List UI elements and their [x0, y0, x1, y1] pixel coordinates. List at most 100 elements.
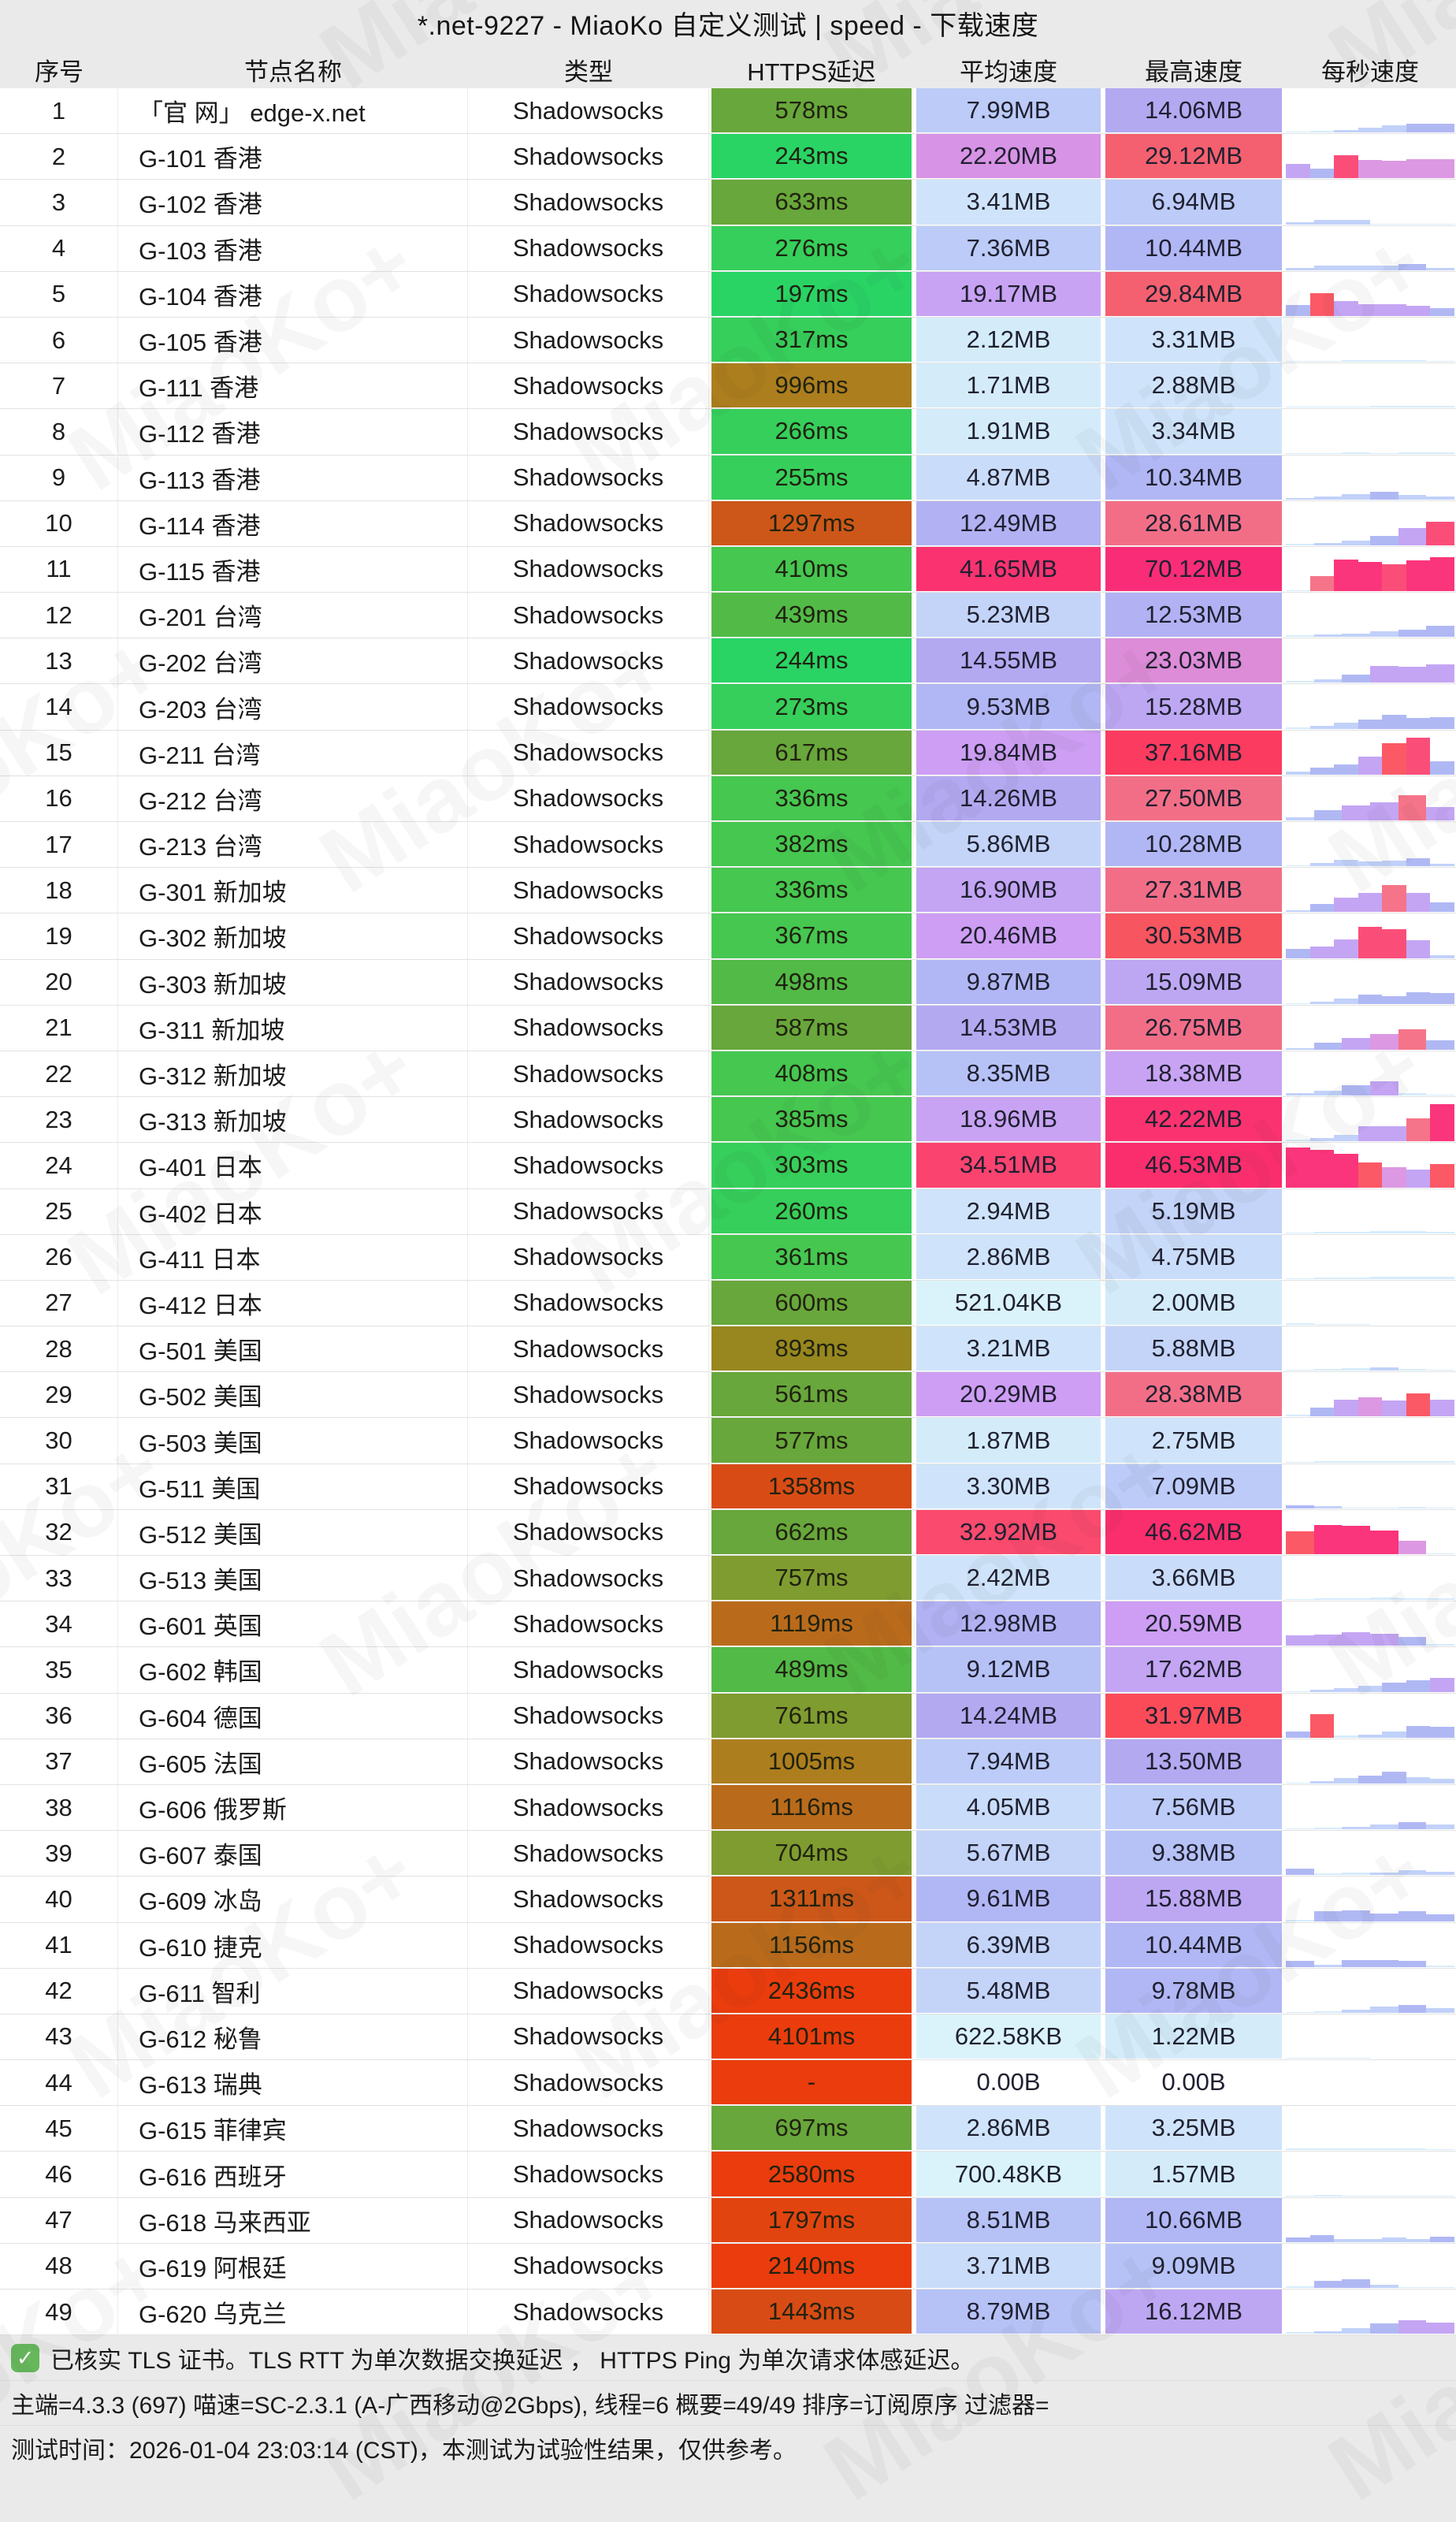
node-type: Shadowsocks [468, 134, 709, 180]
max-speed-cell-badge: 5.88MB [1105, 1326, 1282, 1371]
node-name: 「官 网」 edge-x.net [118, 88, 468, 134]
https-latency-cell-badge: 561ms [711, 1372, 912, 1417]
max-speed-cell-badge: 6.94MB [1105, 180, 1282, 225]
sparkline-bar [1406, 717, 1431, 729]
sparkline-bar [1358, 562, 1383, 592]
node-type: Shadowsocks [468, 500, 709, 546]
node-type: Shadowsocks [468, 593, 709, 638]
sparkline-bar [1358, 1734, 1383, 1738]
https-latency-cell-badge: 1443ms [711, 2290, 912, 2334]
sparkline-bar [1286, 771, 1310, 775]
node-type: Shadowsocks [468, 363, 709, 409]
https-latency-cell: 577ms [709, 1418, 914, 1463]
avg-speed-cell: 1.87MB [914, 1418, 1103, 1463]
sparkline-bars [1286, 1282, 1454, 1326]
sparkline-bar [1286, 1461, 1314, 1463]
table-row: 12 G-201 台湾 Shadowsocks 439ms 5.23MB 12.53MB [0, 593, 1456, 639]
sparkline-bar [1309, 904, 1335, 913]
row-index: 9 [0, 455, 118, 500]
node-name: G-101 香港 [118, 134, 468, 180]
avg-speed-cell-badge: 7.36MB [916, 225, 1101, 270]
table-row: 44 G-613 瑞典 Shadowsocks - 0.00B 0.00B [0, 2060, 1456, 2107]
node-type: Shadowsocks [468, 1097, 709, 1143]
max-speed-cell-badge: 10.34MB [1105, 455, 1282, 500]
sparkline-bar [1430, 1163, 1455, 1188]
avg-speed-cell-badge: 4.05MB [916, 1784, 1101, 1830]
sparkline-bar [1430, 557, 1455, 592]
https-latency-cell: 1297ms [709, 500, 914, 546]
avg-speed-cell-badge: 2.42MB [916, 1556, 1101, 1601]
sparkline-bar [1286, 267, 1314, 270]
sparkline-bar [1370, 1873, 1398, 1876]
avg-speed-cell-badge: 22.20MB [916, 134, 1101, 179]
max-speed-cell-badge: 2.00MB [1105, 1280, 1282, 1326]
speed-sparkline [1284, 1785, 1456, 1830]
max-speed-cell: 27.50MB [1103, 776, 1284, 821]
node-name: G-302 新加坡 [118, 913, 468, 959]
avg-speed-cell: 22.20MB [914, 134, 1103, 179]
https-latency-cell-badge: 410ms [711, 546, 912, 592]
sparkline-bars [1286, 962, 1455, 1004]
avg-speed-cell: 7.94MB [914, 1739, 1103, 1784]
sparkline-bar [1342, 1277, 1371, 1279]
node-name: G-111 香港 [118, 363, 468, 409]
node-type: Shadowsocks [468, 1601, 709, 1647]
sparkline-bar [1334, 300, 1358, 316]
col-header-max-speed: 最高速度 [1145, 58, 1242, 86]
sparkline-bar [1406, 1679, 1431, 1692]
avg-speed-cell-badge: 3.41MB [916, 180, 1101, 225]
https-latency-cell-badge: 385ms [711, 1097, 912, 1142]
speed-sparkline [1284, 1877, 1456, 1921]
row-index: 29 [0, 1372, 118, 1418]
sparkline-bar [1309, 1780, 1335, 1784]
sparkline-bar [1406, 991, 1431, 1004]
sparkline-bar [1342, 1598, 1371, 1601]
max-speed-cell: 17.62MB [1103, 1647, 1284, 1692]
node-name: G-113 香港 [118, 455, 468, 500]
max-speed-cell-badge: 30.53MB [1105, 913, 1282, 958]
https-latency-cell: 578ms [709, 88, 914, 133]
https-latency-cell: 2436ms [709, 1968, 914, 2014]
speed-sparkline [1284, 1831, 1456, 1876]
row-index: 26 [0, 1234, 118, 1280]
sparkline-bars [1286, 1832, 1455, 1876]
sparkline-bar [1370, 1081, 1398, 1096]
node-name: G-211 台湾 [118, 730, 468, 776]
speed-sparkline [1284, 1601, 1456, 1646]
max-speed-cell: 46.62MB [1103, 1509, 1284, 1555]
max-speed-cell-badge: 17.62MB [1105, 1647, 1282, 1692]
max-speed-cell: 0.00B [1103, 2060, 1284, 2105]
sparkline-bar [1382, 564, 1406, 592]
table-row: 2 G-101 香港 Shadowsocks 243ms 22.20MB 29.12MB [0, 134, 1456, 180]
avg-speed-cell: 8.79MB [914, 2290, 1103, 2334]
sparkline-bar [1342, 634, 1371, 638]
table-row: 36 G-604 德国 Shadowsocks 761ms 14.24MB 31.97MB [0, 1693, 1456, 1739]
speed-sparkline [1284, 731, 1456, 776]
https-latency-cell: 385ms [709, 1097, 914, 1142]
table-row: 24 G-401 日本 Shadowsocks 303ms 34.51MB 46.53MB [0, 1143, 1456, 1189]
sparkline-bar [1398, 667, 1427, 683]
max-speed-cell-badge: 13.50MB [1105, 1739, 1282, 1784]
sparkline-bar [1313, 679, 1343, 683]
table-row: 18 G-301 新加坡 Shadowsocks 336ms 16.90MB 27.31M… [0, 868, 1456, 914]
avg-speed-cell: 622.58KB [914, 2014, 1103, 2059]
max-speed-cell-badge: 5.19MB [1105, 1188, 1282, 1233]
max-speed-cell-badge: 42.22MB [1105, 1097, 1282, 1142]
sparkline-bars [1286, 869, 1455, 913]
sparkline-bar [1342, 1231, 1371, 1233]
col-header-https-latency: HTTPS延迟 [747, 58, 876, 86]
table-row: 39 G-607 泰国 Shadowsocks 704ms 5.67MB 9.38MB [0, 1831, 1456, 1877]
speed-sparkline [1284, 1969, 1456, 2014]
avg-speed-cell: 32.92MB [914, 1509, 1103, 1555]
sparkline-bar [1334, 860, 1358, 867]
sparkline-bar [1313, 2011, 1343, 2013]
sparkline-bar [1309, 946, 1335, 958]
avg-speed-cell: 2.42MB [914, 1556, 1103, 1601]
https-latency-cell-badge: 382ms [711, 822, 912, 867]
avg-speed-cell: 4.87MB [914, 455, 1103, 500]
max-speed-cell: 3.34MB [1103, 409, 1284, 454]
sparkline-bar [1309, 1149, 1335, 1188]
sparkline-bar [1370, 802, 1398, 820]
row-index: 16 [0, 776, 118, 821]
sparkline-bar [1382, 714, 1406, 729]
